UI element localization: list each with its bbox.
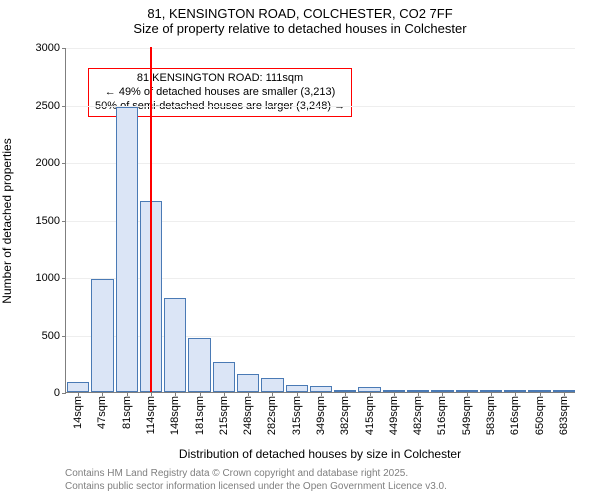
x-axis-label: Distribution of detached houses by size … xyxy=(179,447,461,461)
footer-line1: Contains HM Land Registry data © Crown c… xyxy=(65,467,447,480)
bar xyxy=(213,362,235,392)
bar xyxy=(286,385,308,392)
footer-line2: Contains public sector information licen… xyxy=(65,480,447,493)
xtick-label: 181sqm xyxy=(194,396,206,435)
xtick-label: 114sqm xyxy=(145,396,157,434)
chart-title-block: 81, KENSINGTON ROAD, COLCHESTER, CO2 7FF… xyxy=(0,0,600,36)
xtick-label: 482sqm xyxy=(412,396,424,435)
footer-credits: Contains HM Land Registry data © Crown c… xyxy=(65,467,447,493)
xtick-label: 683sqm xyxy=(558,396,570,435)
gridline xyxy=(66,106,575,107)
ytick-label: 1000 xyxy=(36,272,66,284)
marker-line xyxy=(150,47,152,392)
chart-container: 81, KENSINGTON ROAD, COLCHESTER, CO2 7FF… xyxy=(0,0,600,500)
xtick-label: 248sqm xyxy=(242,396,254,435)
xtick-label: 215sqm xyxy=(218,396,230,435)
xtick-label: 583sqm xyxy=(485,396,497,435)
chart-title-address: 81, KENSINGTON ROAD, COLCHESTER, CO2 7FF xyxy=(0,6,600,21)
bar xyxy=(91,279,113,392)
chart-subtitle: Size of property relative to detached ho… xyxy=(0,21,600,36)
gridline xyxy=(66,48,575,49)
xtick-label: 382sqm xyxy=(339,396,351,435)
xtick-label: 315sqm xyxy=(291,396,303,435)
xtick-label: 81sqm xyxy=(121,396,133,429)
xtick-label: 282sqm xyxy=(266,396,278,435)
ytick-label: 3000 xyxy=(36,42,66,54)
xtick-label: 349sqm xyxy=(315,396,327,435)
bar xyxy=(67,382,89,392)
bar xyxy=(261,378,283,392)
xtick-label: 47sqm xyxy=(96,396,108,429)
bar xyxy=(188,338,210,392)
xtick-label: 516sqm xyxy=(436,396,448,435)
y-axis-label: Number of detached properties xyxy=(0,138,14,303)
xtick-label: 650sqm xyxy=(534,396,546,435)
xtick-label: 549sqm xyxy=(461,396,473,435)
bar xyxy=(116,107,138,392)
bar xyxy=(164,298,186,392)
ytick-label: 2500 xyxy=(36,100,66,112)
xtick-label: 415sqm xyxy=(364,396,376,435)
ytick-label: 1500 xyxy=(36,215,66,227)
ytick-label: 0 xyxy=(54,387,66,399)
ytick-label: 2000 xyxy=(36,157,66,169)
xtick-label: 148sqm xyxy=(169,396,181,435)
xtick-label: 14sqm xyxy=(72,396,84,429)
annotation-line1: ← 49% of detached houses are smaller (3,… xyxy=(95,86,345,100)
xtick-label: 616sqm xyxy=(509,396,521,435)
plot-area: 81 KENSINGTON ROAD: 111sqm ← 49% of deta… xyxy=(65,48,575,393)
ytick-label: 500 xyxy=(42,330,66,342)
gridline xyxy=(66,163,575,164)
annotation-title: 81 KENSINGTON ROAD: 111sqm xyxy=(95,72,345,86)
bar xyxy=(237,374,259,392)
xtick-label: 449sqm xyxy=(388,396,400,435)
